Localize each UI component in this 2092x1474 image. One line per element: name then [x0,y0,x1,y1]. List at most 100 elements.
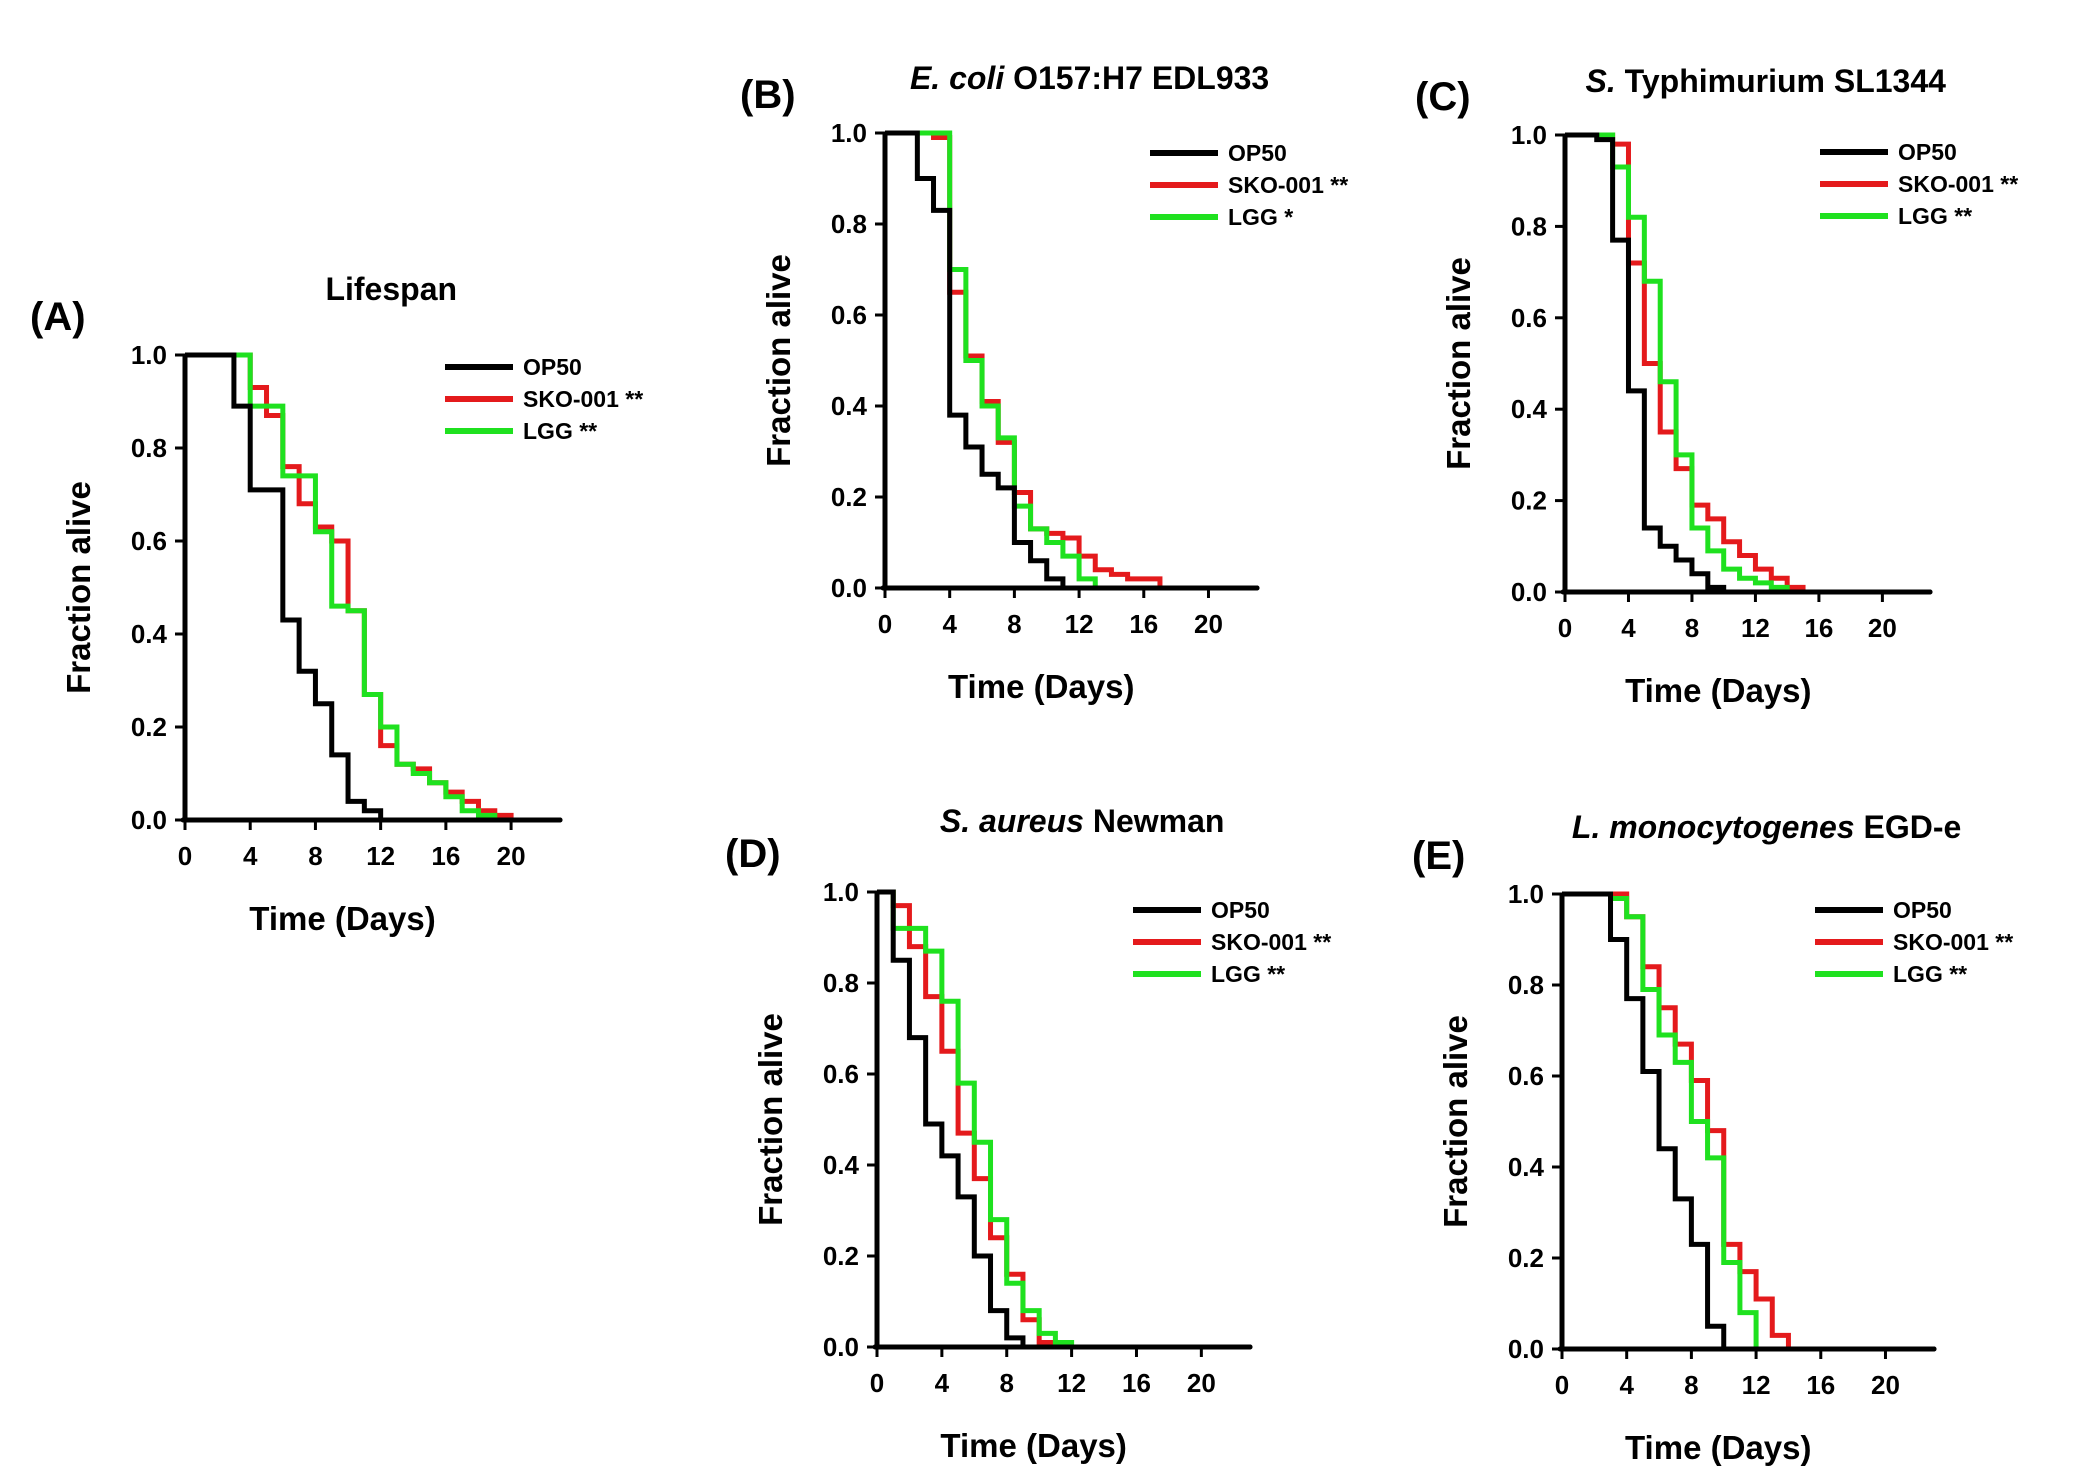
x-axis-title: Time (Days) [948,668,1134,705]
x-tick-label: 0 [878,609,892,639]
legend-label: OP50 [1228,140,1287,166]
chart-title: E. coli O157:H7 EDL933 [910,60,1269,96]
y-tick-label: 1.0 [1508,879,1544,909]
legend-label: OP50 [1898,139,1957,165]
x-tick-label: 4 [935,1368,950,1398]
legend: OP50 SKO-001 ** LGG ** [1820,139,2018,229]
chart-title-italic: S. aureus [940,803,1084,839]
legend-label: LGG ** [523,418,597,444]
x-tick-label: 0 [178,841,192,871]
series-line-sko-001 [877,889,1234,1350]
y-tick-label: 0.0 [131,805,167,835]
x-axis-title: Time (Days) [1625,1429,1811,1466]
x-tick-label: 0 [1555,1370,1569,1400]
x-tick-label: 20 [1868,613,1897,643]
panel-e: (E) L. monocytogenes EGD-e 0.0 0.2 0.4 0.6 0.8… [1412,809,2013,1466]
x-tick-label: 12 [1742,1370,1771,1400]
y-tick-label: 0.0 [1511,577,1547,607]
x-tick-label: 12 [1741,613,1770,643]
y-tick-label: 0.8 [1511,211,1547,241]
chart-title-text: Typhimurium SL1344 [1616,63,1946,99]
x-tick-label: 12 [1065,609,1094,639]
chart-title-text: Newman [1084,803,1224,839]
chart-title-italic: L. monocytogenes [1572,809,1855,845]
series-line-op50 [1565,132,1930,595]
y-tick-label: 0.4 [831,391,868,421]
legend-label: SKO-001 ** [523,386,643,412]
panel-label: (D) [725,832,781,876]
legend: OP50 SKO-001 ** LGG ** [1133,897,1331,987]
chart-title-text: EGD-e [1855,809,1962,845]
y-tick-label: 1.0 [1511,120,1547,150]
legend-label: SKO-001 ** [1898,171,2018,197]
y-tick-label: 0.2 [1508,1243,1544,1273]
legend: OP50 SKO-001 ** LGG * [1150,140,1348,230]
x-axis-title: Time (Days) [1625,672,1811,709]
series-line-lgg [885,130,1241,591]
chart-title: L. monocytogenes EGD-e [1572,809,1961,845]
x-tick-label: 4 [1621,613,1636,643]
chart-title-italic: S. [1586,63,1616,99]
y-tick-label: 0.4 [131,619,168,649]
x-tick-label: 12 [366,841,395,871]
legend-label: OP50 [1893,897,1952,923]
y-tick-label: 0.2 [1511,486,1547,516]
chart-title-italic: E. coli [910,60,1005,96]
series-line-op50 [1562,891,1934,1352]
series-line-lgg [185,352,544,823]
x-tick-label: 0 [870,1368,884,1398]
y-tick-label: 0.4 [1511,394,1548,424]
y-tick-label: 1.0 [823,877,859,907]
x-tick-label: 20 [1187,1368,1216,1398]
y-axis-title: Fraction alive [752,1013,789,1226]
chart-title-text: O157:H7 EDL933 [1004,60,1269,96]
x-tick-label: 8 [1007,609,1021,639]
panel-label: (B) [740,73,796,117]
legend-label: LGG * [1228,204,1293,230]
legend: OP50 SKO-001 ** LGG ** [445,354,643,444]
y-tick-label: 0.2 [823,1241,859,1271]
y-tick-label: 0.0 [1508,1334,1544,1364]
y-tick-label: 0.4 [1508,1152,1545,1182]
legend-label: SKO-001 ** [1228,172,1348,198]
y-tick-label: 0.6 [823,1059,859,1089]
x-tick-label: 8 [1000,1368,1014,1398]
x-tick-label: 16 [1804,613,1833,643]
series-line-op50 [185,352,560,823]
panel-label: (C) [1415,75,1471,119]
y-tick-label: 0.6 [131,526,167,556]
y-tick-label: 0.8 [131,433,167,463]
series-line-lgg [1565,132,1915,595]
panel-label: (E) [1412,834,1465,878]
y-tick-label: 0.2 [831,482,867,512]
y-tick-label: 1.0 [831,118,867,148]
legend-label: LGG ** [1893,961,1967,987]
y-axis-title: Fraction alive [60,481,97,694]
x-tick-label: 20 [497,841,526,871]
x-tick-label: 8 [1684,1370,1698,1400]
legend-label: OP50 [523,354,582,380]
x-axis-title: Time (Days) [249,900,435,937]
x-tick-label: 0 [1558,613,1572,643]
x-tick-label: 16 [1806,1370,1835,1400]
y-tick-label: 0.2 [131,712,167,742]
chart-title-text: Lifespan [325,271,457,307]
series-line-op50 [877,889,1250,1350]
y-axis-title: Fraction alive [760,254,797,467]
series-line-lgg [877,889,1234,1350]
series-line-sko-001 [185,352,544,823]
legend-label: LGG ** [1898,203,1972,229]
x-tick-label: 16 [1129,609,1158,639]
legend-label: OP50 [1211,897,1270,923]
x-tick-label: 16 [1122,1368,1151,1398]
y-tick-label: 0.8 [1508,970,1544,1000]
series-line-op50 [885,130,1257,591]
y-tick-label: 1.0 [131,340,167,370]
legend-label: LGG ** [1211,961,1285,987]
panel-c: (C) S. Typhimurium SL1344 0.0 0.2 0.4 0.6 0.8 1… [1415,63,2018,709]
y-tick-label: 0.0 [831,573,867,603]
series-line-lgg [1562,891,1918,1352]
x-tick-label: 16 [431,841,460,871]
legend: OP50 SKO-001 ** LGG ** [1815,897,2013,987]
